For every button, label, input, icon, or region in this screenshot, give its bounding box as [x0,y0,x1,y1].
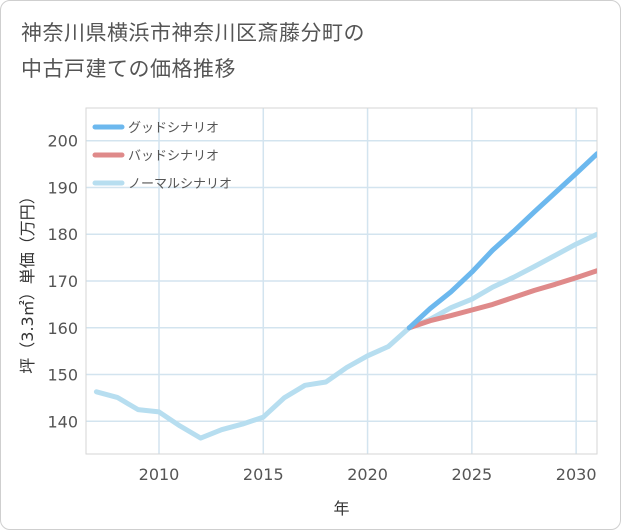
grid-lines [86,108,597,454]
x-tick-label: 2010 [139,465,180,484]
series-lines [93,151,597,441]
y-axis-label: 坪（3.3㎡）単価（万円） [18,188,37,373]
series-line-2 [93,231,597,441]
x-tick-label: 2025 [451,465,492,484]
legend-label: バッドシナリオ [128,149,219,164]
series-line-1 [406,268,597,331]
chart-title-line-1: 神奈川県横浜市神奈川区斎藤分町の [21,21,365,45]
y-tick-label: 200 [47,132,78,151]
x-tick-label: 2020 [347,465,388,484]
legend-label: グッドシナリオ [128,121,219,136]
y-tick-label: 180 [47,225,78,244]
x-tick-label: 2015 [243,465,284,484]
y-tick-label: 190 [47,178,78,197]
legend-label: ノーマルシナリオ [128,177,232,192]
y-tick-label: 160 [47,319,78,338]
x-axis-label: 年 [333,499,349,518]
x-tick-label: 2030 [556,465,597,484]
y-tick-label: 150 [47,366,78,385]
y-tick-label: 140 [47,412,78,431]
tick-labels: 2010 2015 2020 2025 2030 140 150 160 170 180 190 20… [47,132,596,484]
y-tick-label: 170 [47,272,78,291]
chart-title-line-2: 中古戸建ての価格推移 [21,57,236,81]
chart-title: 神奈川県横浜市神奈川区斎藤分町の 中古戸建ての価格推移 [21,15,365,87]
plot-frame [85,107,598,455]
series-line-0 [406,151,597,331]
